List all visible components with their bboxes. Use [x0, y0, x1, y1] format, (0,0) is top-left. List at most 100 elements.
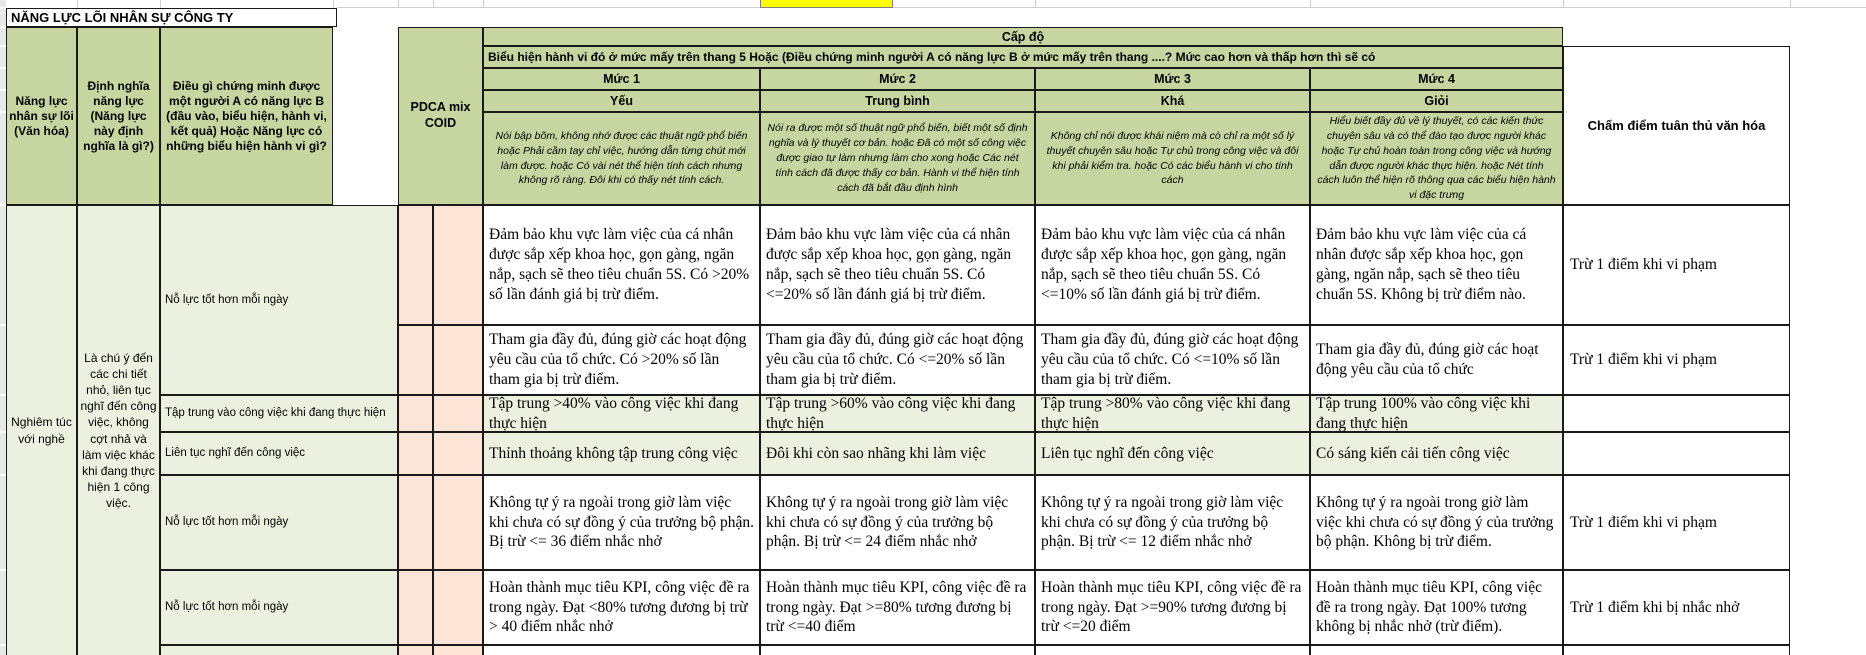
body-definition-text: Là chú ý đến các chi tiết nhỏ, liên tục …	[80, 350, 157, 511]
behavior-cell-r6-l1[interactable]: Hoàn thành mục tiêu KPI, công việc đề ra…	[483, 570, 760, 645]
row-label-6[interactable]: Nỗ lực tốt hơn mỗi ngày	[160, 570, 398, 645]
level-4-description[interactable]: Hiểu biết đầy đủ về lý thuyết, có các ki…	[1310, 112, 1563, 205]
score-cell-r3[interactable]	[1563, 395, 1790, 432]
score-cell-r2[interactable]: Trừ 1 điểm khi vi phạm	[1563, 325, 1790, 395]
level-4-header[interactable]: Mức 4	[1310, 68, 1563, 90]
sheet-title-cell[interactable]: NĂNG LỰC LÕI NHÂN SỰ CÔNG TY	[6, 8, 337, 27]
behavior-cell-r3-l1[interactable]: Tập trung >40% vào công việc khi đang th…	[483, 395, 760, 432]
row-label-4[interactable]: Liên tục nghĩ đến công việc	[160, 432, 398, 475]
cell-text: Đảm bảo khu vực làm việc của cá nhân đượ…	[1316, 226, 1527, 303]
behavior-cell-r5-l2[interactable]: Không tự ý ra ngoài trong giờ làm việc k…	[760, 475, 1035, 570]
body-core-cell[interactable]: Nghiêm túc với nghề	[6, 205, 77, 655]
behavior-cell-r1-l4[interactable]: Đảm bảo khu vực làm việc của cá nhân đượ…	[1310, 205, 1563, 325]
behavior-cell-r1-l1[interactable]: Đảm bảo khu vực làm việc của cá nhân đượ…	[483, 205, 760, 325]
column-header-score-label: Chấm điểm tuân thủ văn hóa	[1587, 118, 1766, 133]
pdca-cell[interactable]	[398, 432, 433, 475]
behavior-cell-r4-l3[interactable]: Liên tục nghĩ đến công việc	[1035, 432, 1310, 475]
column-header-evidence[interactable]: Điều gì chứng minh được một người A có n…	[160, 27, 333, 205]
behavior-cell-r2-l4[interactable]: Tham gia đầy đủ, đúng giờ các hoạt động …	[1310, 325, 1563, 395]
coid-cell[interactable]	[433, 432, 483, 475]
column-header-pdca[interactable]: PDCA mix COID	[398, 27, 483, 205]
coid-cell[interactable]	[433, 645, 483, 655]
column-header-core-label: Năng lực nhân sự lõi (Văn hóa)	[9, 93, 74, 138]
row-label-5[interactable]: Nỗ lực tốt hơn mỗi ngày	[160, 475, 398, 570]
column-header-core[interactable]: Năng lực nhân sự lõi (Văn hóa)	[6, 27, 77, 205]
cell-text: Đảm bảo khu vực làm việc của cá nhân đượ…	[1041, 226, 1287, 303]
behavior-cell-r3-l4[interactable]: Tập trung 100% vào công việc khi đang th…	[1310, 395, 1563, 432]
level-1-name: Mức 1	[603, 72, 640, 86]
behavior-cell-r6-l3[interactable]: Hoàn thành mục tiêu KPI, công việc đề ra…	[1035, 570, 1310, 645]
cell-text: Liên tục nghĩ đến công việc	[1041, 444, 1214, 462]
score-cell-r1[interactable]: Trừ 1 điểm khi vi phạm	[1563, 205, 1790, 325]
level-2-description[interactable]: Nói ra được một số thuật ngữ phổ biến, b…	[760, 112, 1035, 205]
pdca-cell[interactable]	[398, 395, 433, 432]
behavior-cell-r3-l3[interactable]: Tập trung >80% vào công việc khi đang th…	[1035, 395, 1310, 432]
column-header-evidence-label: Điều gì chứng minh được một người A có n…	[166, 78, 327, 153]
level-1-description-text: Nói bập bõm, không nhớ được các thuật ng…	[495, 129, 748, 187]
pdca-cell[interactable]	[398, 645, 433, 655]
column-header-score[interactable]: Chấm điểm tuân thủ văn hóa	[1563, 46, 1790, 205]
coid-cell[interactable]	[433, 205, 483, 325]
cell-text: Tập trung >60% vào công việc khi đang th…	[766, 395, 1016, 432]
score-text: Trừ 1 điểm khi vi phạm	[1570, 256, 1717, 273]
score-cell-r7[interactable]	[1563, 645, 1790, 655]
pdca-cell[interactable]	[398, 570, 433, 645]
cell-text: Tham gia đầy đủ, đúng giờ các hoạt động …	[489, 331, 747, 388]
level-3-description[interactable]: Không chỉ nói được khái niệm mà cò chỉ r…	[1035, 112, 1310, 205]
coid-cell[interactable]	[433, 395, 483, 432]
pdca-cell[interactable]	[398, 475, 433, 570]
column-header-definition[interactable]: Định nghĩa năng lực (Năng lực này định n…	[77, 27, 160, 205]
behavior-cell-r4-l4[interactable]: Có sáng kiến cải tiến công việc	[1310, 432, 1563, 475]
coid-cell[interactable]	[433, 475, 483, 570]
behavior-cell-r4-l2[interactable]: Đôi khi còn sao nhãng khi làm việc	[760, 432, 1035, 475]
score-text: Trừ 1 điểm khi bị nhắc nhở	[1570, 598, 1740, 616]
score-cell-r4[interactable]	[1563, 432, 1790, 475]
level-question-cell[interactable]: Biểu hiện hành vi đó ở mức mấy trên than…	[483, 46, 1563, 68]
level-3-description-text: Không chỉ nói được khái niệm mà cò chỉ r…	[1046, 129, 1299, 187]
cell-text: Không tự ý ra ngoài trong giờ làm việc k…	[1316, 493, 1554, 551]
level-question-label: Biểu hiện hành vi đó ở mức mấy trên than…	[488, 50, 1376, 64]
level-4-quality[interactable]: Giỏi	[1310, 90, 1563, 112]
behavior-cell-r6-l4[interactable]: Hoàn thành mục tiêu KPI, công việc đề ra…	[1310, 570, 1563, 645]
behavior-cell-r6-l2[interactable]: Hoàn thành mục tiêu KPI, công việc đề ra…	[760, 570, 1035, 645]
cell-text: Đảm bảo khu vực làm việc của cá nhân đượ…	[766, 226, 1012, 303]
level-2-quality[interactable]: Trung bình	[760, 90, 1035, 112]
level-group-header[interactable]: Cấp độ	[483, 27, 1563, 46]
behavior-cell-r2-l2[interactable]: Tham gia đầy đủ, đúng giờ các hoạt động …	[760, 325, 1035, 395]
behavior-cell-r7-l1[interactable]	[483, 645, 760, 655]
cell-text: Có sáng kiến cải tiến công việc	[1316, 444, 1510, 462]
row-label-6-text: Nỗ lực tốt hơn mỗi ngày	[165, 601, 289, 614]
row-label-3[interactable]: Tập trung vào công việc khi đang thực hi…	[160, 395, 398, 432]
coid-cell[interactable]	[433, 570, 483, 645]
behavior-cell-r2-l1[interactable]: Tham gia đầy đủ, đúng giờ các hoạt động …	[483, 325, 760, 395]
body-definition-cell[interactable]: Là chú ý đến các chi tiết nhỏ, liên tục …	[77, 205, 160, 655]
behavior-cell-r3-l2[interactable]: Tập trung >60% vào công việc khi đang th…	[760, 395, 1035, 432]
pdca-cell[interactable]	[398, 205, 433, 325]
behavior-cell-r1-l3[interactable]: Đảm bảo khu vực làm việc của cá nhân đượ…	[1035, 205, 1310, 325]
behavior-cell-r5-l3[interactable]: Không tự ý ra ngoài trong giờ làm việc k…	[1035, 475, 1310, 570]
row-label-1[interactable]: Nỗ lực tốt hơn mỗi ngày	[160, 205, 398, 395]
level-3-quality[interactable]: Khá	[1035, 90, 1310, 112]
level-3-header[interactable]: Mức 3	[1035, 68, 1310, 90]
coid-cell[interactable]	[433, 325, 483, 395]
behavior-cell-r4-l1[interactable]: Thỉnh thoảng không tập trung công việc	[483, 432, 760, 475]
level-2-header[interactable]: Mức 2	[760, 68, 1035, 90]
score-cell-r5[interactable]: Trừ 1 điểm khi vi phạm	[1563, 475, 1790, 570]
column-header-pdca-label: PDCA mix COID	[410, 100, 471, 130]
behavior-cell-r7-l3[interactable]	[1035, 645, 1310, 655]
behavior-cell-r5-l4[interactable]: Không tự ý ra ngoài trong giờ làm việc k…	[1310, 475, 1563, 570]
highlighted-cell[interactable]	[760, 0, 893, 8]
behavior-cell-r7-l4[interactable]	[1310, 645, 1563, 655]
cell-text: Hoàn thành mục tiêu KPI, công việc đề ra…	[1316, 578, 1542, 636]
pdca-cell[interactable]	[398, 325, 433, 395]
behavior-cell-r2-l3[interactable]: Tham gia đầy đủ, đúng giờ các hoạt động …	[1035, 325, 1310, 395]
row-label-7[interactable]	[160, 645, 398, 655]
behavior-cell-r5-l1[interactable]: Không tự ý ra ngoài trong giờ làm việc k…	[483, 475, 760, 570]
score-cell-r6[interactable]: Trừ 1 điểm khi bị nhắc nhở	[1563, 570, 1790, 645]
level-1-header[interactable]: Mức 1	[483, 68, 760, 90]
behavior-cell-r1-l2[interactable]: Đảm bảo khu vực làm việc của cá nhân đượ…	[760, 205, 1035, 325]
level-1-description[interactable]: Nói bập bõm, không nhớ được các thuật ng…	[483, 112, 760, 205]
level-1-quality[interactable]: Yếu	[483, 90, 760, 112]
behavior-cell-r7-l2[interactable]	[760, 645, 1035, 655]
